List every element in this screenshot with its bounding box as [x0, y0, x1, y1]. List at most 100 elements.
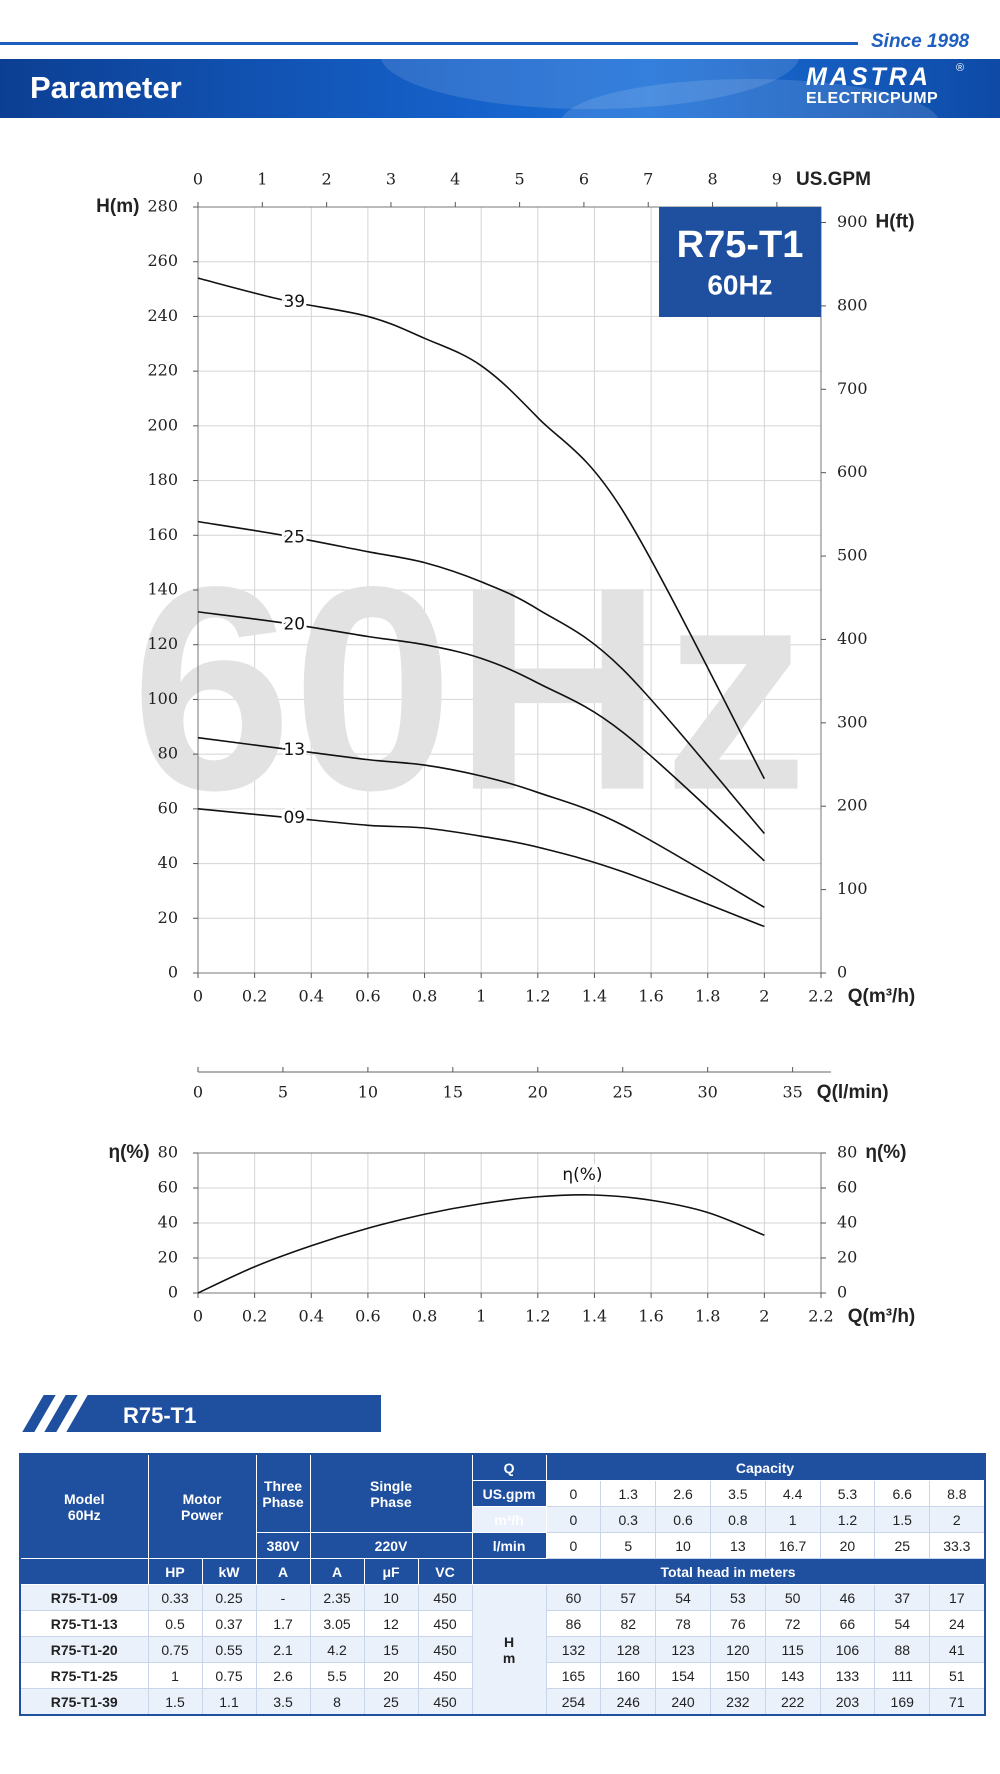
table-cell: 1	[764, 1506, 821, 1533]
y-tick-label: 20	[158, 1248, 178, 1267]
parameter-table: Model 60Hz Motor Power Three Phase Single Phase…	[19, 1453, 986, 1716]
x-tick-label: 1.2	[525, 1307, 550, 1326]
header-line: Motor	[182, 1490, 222, 1507]
table-cell: 143	[764, 1662, 821, 1689]
table-cell: 66	[819, 1610, 876, 1637]
table-cell: 254	[545, 1688, 602, 1716]
header-line: Three	[263, 1477, 303, 1494]
y-tick-label: 20	[158, 908, 178, 927]
table-cell: 222	[764, 1688, 821, 1716]
table-cell: 0.55	[201, 1636, 257, 1663]
series-line	[197, 736, 765, 909]
header-cell: Capacity	[545, 1453, 986, 1481]
table-cell: 2	[929, 1506, 986, 1533]
x-tick-label: 1.8	[695, 987, 720, 1006]
table-cell: 5	[600, 1532, 657, 1559]
table-cell: 2.6	[255, 1662, 311, 1689]
table-cell: 8.8	[929, 1480, 986, 1507]
x-tick-label: 0	[193, 170, 203, 189]
table-cell: 0.37	[201, 1610, 257, 1637]
header-line: Phase	[370, 1493, 412, 1510]
model-card	[659, 207, 821, 317]
logo-mark: ®	[956, 62, 965, 74]
x-tick-label: 1.8	[695, 1307, 720, 1326]
y-tick-label: 120	[147, 634, 178, 653]
x-tick-label: 0.8	[412, 1307, 437, 1326]
table-cell: 2.6	[655, 1480, 711, 1507]
y2-tick-label: 200	[837, 796, 868, 815]
y-tick-label: 0	[168, 1283, 178, 1302]
table-cell: 5.5	[309, 1662, 365, 1689]
header-cell: HP	[147, 1558, 203, 1585]
series-line	[197, 520, 765, 835]
table-cell: 111	[874, 1662, 931, 1689]
x-tick-label: 3	[386, 170, 396, 189]
banner: Parameter MASTRA ® ELECTRICPUMP	[0, 59, 1000, 118]
header-cell: m³/h	[471, 1506, 547, 1533]
table-cell: 128	[600, 1636, 657, 1663]
table-cell: 71	[929, 1688, 986, 1716]
header-cell: Three Phase	[255, 1453, 311, 1533]
table-cell: 3.5	[709, 1480, 766, 1507]
x-tick-label: 20	[528, 1083, 548, 1102]
y-tick-label: 260	[147, 251, 178, 270]
table-cell: 450	[417, 1662, 473, 1689]
header-cell: Single Phase	[309, 1453, 473, 1533]
y2-tick-label: 700	[837, 379, 868, 398]
table-cell: 10	[655, 1532, 711, 1559]
x-tick-label: 1.4	[582, 1307, 607, 1326]
table-cell: 13	[709, 1532, 766, 1559]
table-cell: 6.6	[874, 1480, 931, 1507]
table-row: R75-T1-13 0.5 0.37 1.7 3.05 12 450 86 82 78 76 72 66…	[19, 1610, 986, 1637]
y2-tick-label: 300	[837, 712, 868, 731]
table-cell: 0.75	[201, 1662, 257, 1689]
logo: MASTRA ® ELECTRICPUMP	[806, 62, 964, 108]
table-cell: 0.75	[147, 1636, 203, 1663]
model-cell: R75-T1-20	[19, 1636, 149, 1663]
header-cell	[19, 1558, 149, 1585]
table-cell: 10	[363, 1584, 419, 1611]
table-cell: 169	[874, 1688, 931, 1716]
table-cell: 450	[417, 1636, 473, 1663]
table-row: US.gpm 0 1.3 2.6 3.5 4.4 5.3 6.6 8.8	[20, 1480, 986, 1507]
x-tick-label: 1.6	[638, 1307, 663, 1326]
header-line: Power	[181, 1506, 224, 1523]
table-cell: 160	[600, 1662, 657, 1689]
y2-tick-label: 80	[837, 1143, 857, 1162]
table-cell: 5.3	[819, 1480, 876, 1507]
y-tick-label: 140	[147, 580, 178, 599]
table-cell: 0.5	[147, 1610, 203, 1637]
header-cell: US.gpm	[471, 1480, 547, 1507]
table-cell: 450	[417, 1610, 473, 1637]
model-cell: R75-T1-25	[19, 1662, 149, 1689]
table-cell: 1.2	[819, 1506, 876, 1533]
table-cell: 54	[874, 1610, 931, 1637]
x-tick-label: 0.4	[299, 987, 324, 1006]
table-cell: 76	[709, 1610, 766, 1637]
table-cell: 24	[929, 1610, 986, 1637]
x-tick-label: 1	[257, 170, 267, 189]
axis-title: US.GPM	[796, 169, 871, 190]
table-cell: 0.25	[201, 1584, 257, 1611]
table-cell: 120	[709, 1636, 766, 1663]
table-cell: 0	[545, 1506, 602, 1533]
axis-title: Q(m³/h)	[848, 1306, 916, 1327]
x-tick-label: 35	[782, 1083, 802, 1102]
table-cell: 53	[709, 1584, 766, 1611]
table-cell: 4.2	[309, 1636, 365, 1663]
header-line: m	[502, 1649, 516, 1666]
axis-title: H(m)	[96, 196, 139, 217]
chart-subtitle: 60Hz	[707, 269, 772, 300]
x-tick-label: 2.2	[808, 987, 833, 1006]
y-tick-label: 60	[158, 798, 178, 817]
x-tick-label: 1.6	[638, 987, 663, 1006]
y-tick-label: 100	[147, 689, 178, 708]
since: Since 1998	[871, 31, 970, 52]
table-cell: 60	[545, 1584, 602, 1611]
series-label: 25	[283, 527, 305, 547]
series-line	[197, 277, 766, 780]
logo-word: MASTRA	[806, 63, 931, 91]
